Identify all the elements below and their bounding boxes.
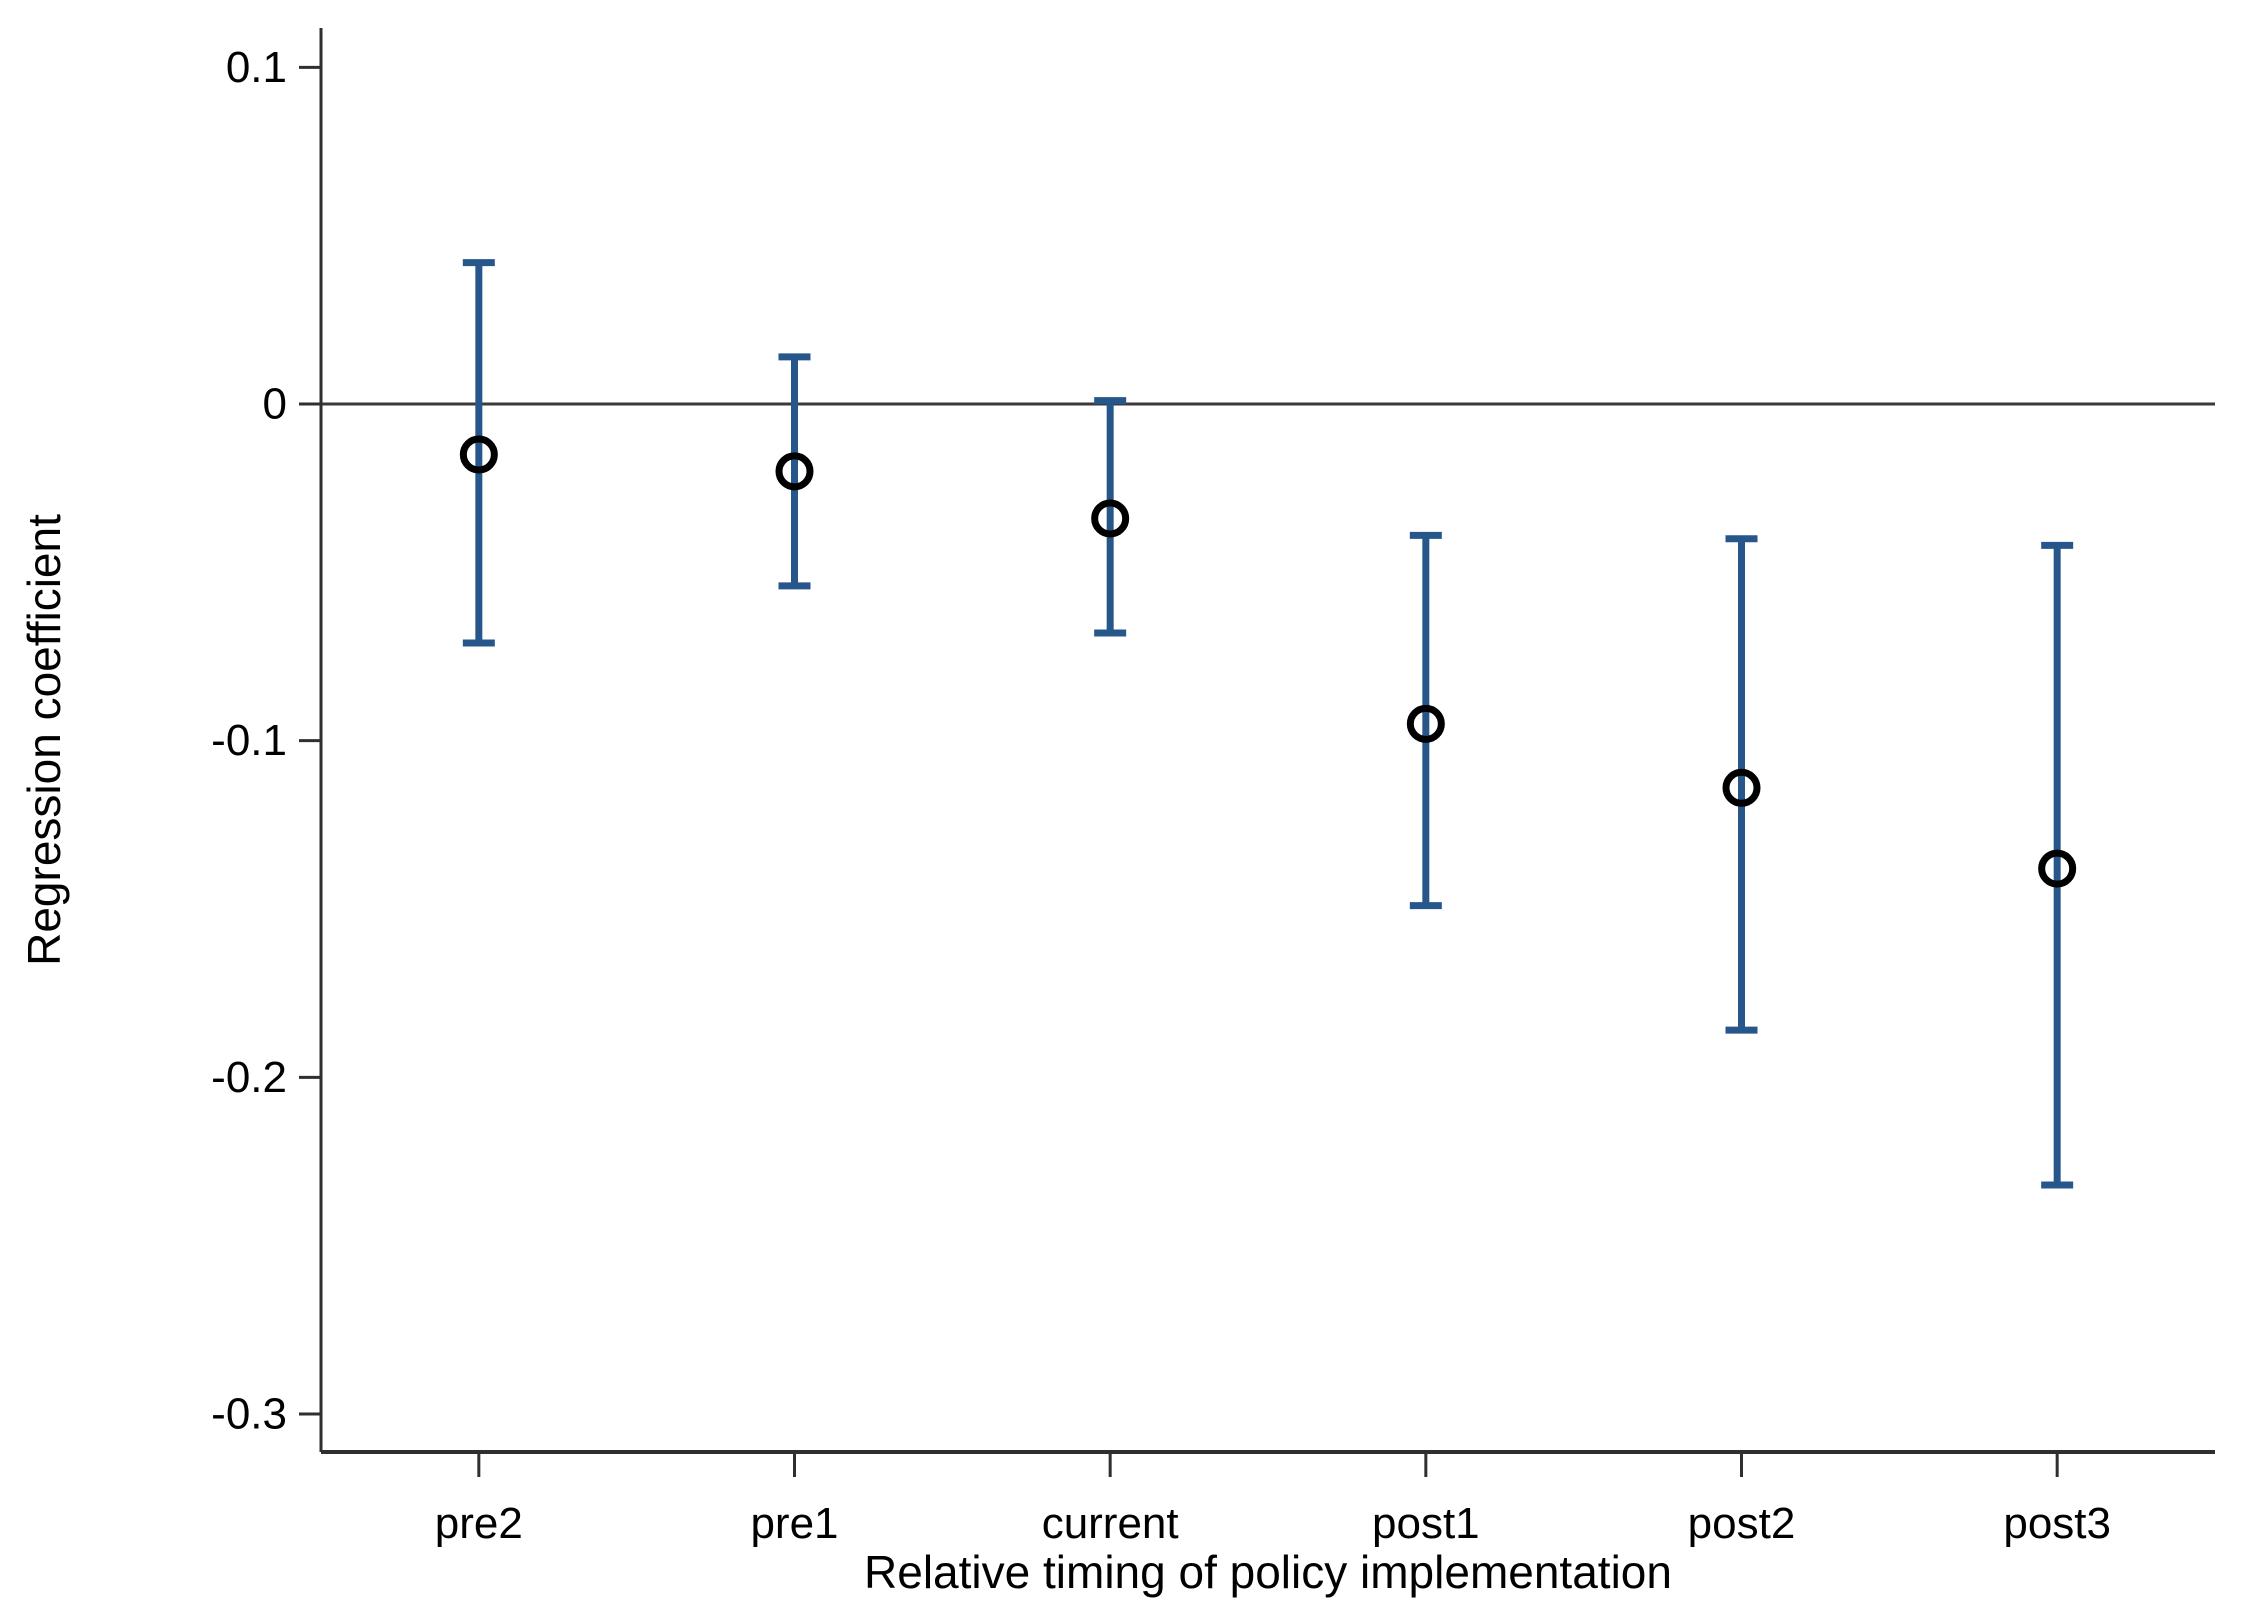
data-point-marker-pre2 xyxy=(459,435,498,474)
y-tick-label-0.1: 0.1 xyxy=(226,43,287,92)
data-point-marker-current xyxy=(1091,499,1130,538)
x-tick-label-pre2: pre2 xyxy=(435,1499,523,1548)
x-tick-label-post1: post1 xyxy=(1372,1499,1480,1548)
data-point-marker-post3 xyxy=(2038,849,2077,888)
x-tick-label-post2: post2 xyxy=(1688,1499,1796,1548)
y-tick-label--0.1: -0.1 xyxy=(211,716,287,765)
data-point-marker-post1 xyxy=(1406,704,1445,743)
y-axis-title: Regression coefficient xyxy=(18,514,70,966)
data-point-marker-pre1 xyxy=(775,452,814,491)
data-point-marker-post2 xyxy=(1722,768,1761,807)
x-tick-label-post3: post3 xyxy=(2003,1499,2111,1548)
y-tick-label--0.3: -0.3 xyxy=(211,1389,287,1438)
x-axis-title: Relative timing of policy implementation xyxy=(864,1546,1672,1598)
x-tick-label-pre1: pre1 xyxy=(750,1499,838,1548)
x-tick-label-current: current xyxy=(1042,1499,1179,1548)
y-tick-label-0: 0 xyxy=(263,380,287,429)
y-tick-label--0.2: -0.2 xyxy=(211,1053,287,1102)
